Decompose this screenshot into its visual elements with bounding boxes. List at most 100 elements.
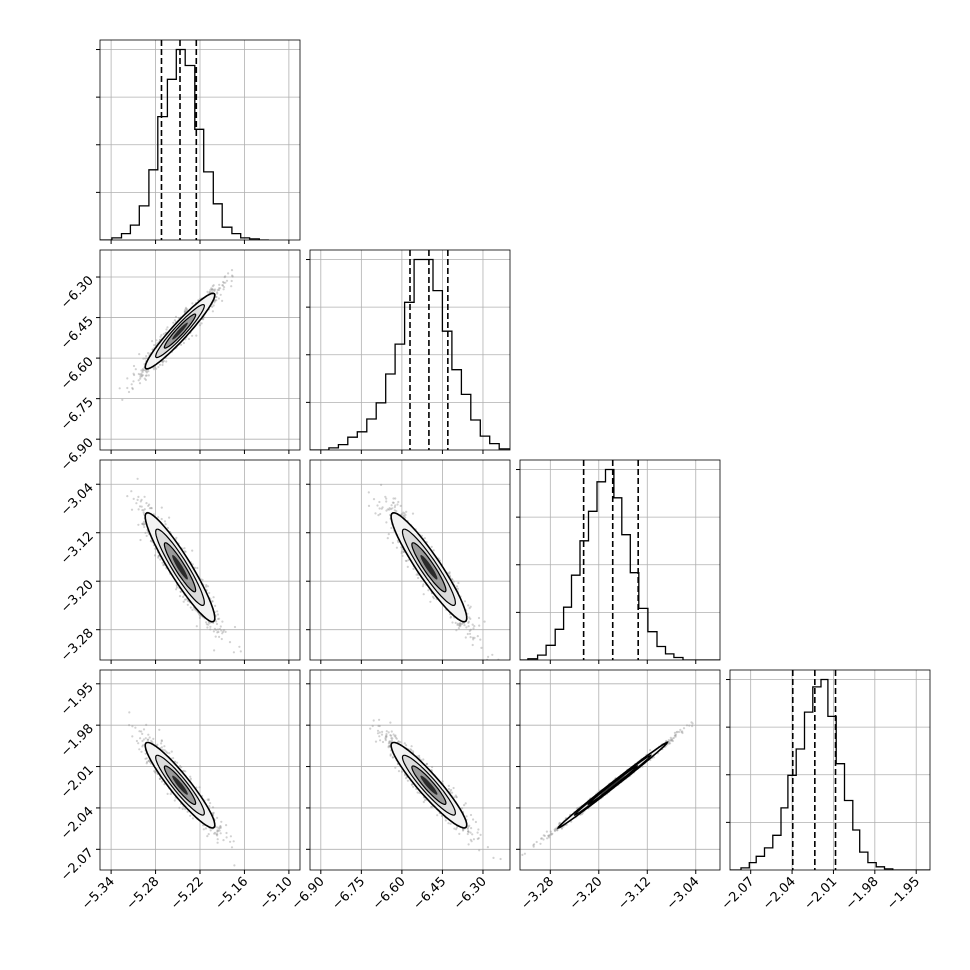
scatter-point xyxy=(165,750,168,753)
scatter-point xyxy=(137,372,140,376)
x-tick-label: −5.34 xyxy=(79,874,118,913)
scatter-point xyxy=(157,516,160,519)
scatter-point xyxy=(146,738,149,742)
histogram-1 xyxy=(310,258,510,450)
scatter-point xyxy=(219,293,222,296)
scatter-point xyxy=(448,572,451,575)
scatter-point xyxy=(469,628,472,631)
scatter-point xyxy=(454,794,457,797)
scatter-point xyxy=(685,724,689,727)
scatter-point xyxy=(479,638,482,641)
scatter-point xyxy=(214,604,217,608)
scatter-point xyxy=(390,526,393,530)
scatter-point xyxy=(148,736,151,739)
scatter-point xyxy=(132,497,135,500)
scatter-point xyxy=(455,795,458,799)
scatter-point xyxy=(549,830,552,833)
y-tick-label: −3.28 xyxy=(58,626,97,665)
scatter-point xyxy=(467,604,470,607)
scatter-point xyxy=(209,628,212,631)
scatter-point xyxy=(158,777,162,781)
scatter-point xyxy=(163,745,166,748)
scatter-point xyxy=(211,806,215,809)
scatter-point xyxy=(216,288,219,292)
scatter-point xyxy=(670,738,674,742)
scatter-point xyxy=(457,581,460,585)
scatter-point xyxy=(218,283,221,286)
scatter-point xyxy=(461,622,464,626)
scatter-point xyxy=(209,829,212,832)
scatter-point xyxy=(182,600,185,603)
scatter-point xyxy=(154,770,157,774)
scatter-point xyxy=(224,630,227,634)
scatter-point xyxy=(221,284,224,287)
scatter-point xyxy=(160,742,163,745)
scatter-point xyxy=(217,829,220,833)
scatter-point xyxy=(220,637,223,641)
scatter-point xyxy=(385,509,388,512)
scatter-point xyxy=(172,321,175,324)
scatter-point xyxy=(191,334,194,337)
scatter-point xyxy=(142,520,146,524)
scatter-point xyxy=(138,505,142,508)
hist-panel-2 xyxy=(516,459,721,661)
scatter-point xyxy=(396,503,399,506)
scatter-point xyxy=(387,745,390,748)
scatter-point xyxy=(553,828,556,831)
scatter-point xyxy=(216,830,219,833)
scatter-point xyxy=(405,744,408,747)
scatter-point xyxy=(487,655,490,659)
scatter-point xyxy=(391,756,394,759)
scatter-point xyxy=(163,783,166,786)
scatter-point xyxy=(388,508,391,511)
scatter-point xyxy=(147,352,150,355)
scatter-point xyxy=(134,726,137,729)
scatter-point xyxy=(185,307,188,311)
hist-panel-0 xyxy=(96,39,301,241)
scatter-point xyxy=(193,566,197,569)
scatter-point xyxy=(691,725,694,728)
scatter-point xyxy=(410,745,413,748)
scatter-point xyxy=(394,504,397,507)
scatter-point xyxy=(391,541,394,545)
hist-panel-3 xyxy=(726,669,931,871)
scatter-point xyxy=(379,512,382,516)
scatter-point xyxy=(142,369,145,372)
scatter-point xyxy=(378,735,381,738)
scatter-point xyxy=(431,595,435,599)
scatter-point xyxy=(669,736,672,740)
contour-level-3 xyxy=(172,555,188,580)
scatter-point xyxy=(480,646,483,650)
scatter-point xyxy=(184,306,188,309)
scatter-point xyxy=(477,837,480,840)
scatter-point xyxy=(230,279,233,283)
scatter-point xyxy=(138,353,141,356)
scatter-point xyxy=(393,735,396,738)
scatter-point xyxy=(233,625,237,629)
scatter-point xyxy=(138,382,142,385)
scatter-point xyxy=(454,621,457,625)
scatter-point xyxy=(142,738,145,741)
scatter-point xyxy=(215,833,218,836)
scatter-point xyxy=(141,522,144,526)
scatter-point xyxy=(198,786,201,789)
scatter-point xyxy=(140,374,143,377)
scatter-point xyxy=(523,852,527,855)
scatter-point xyxy=(139,500,142,503)
scatter-point xyxy=(183,311,186,314)
scatter-point xyxy=(402,514,405,517)
scatter-point xyxy=(173,799,176,802)
scatter-point xyxy=(216,610,219,613)
scatter-point xyxy=(422,583,425,586)
scatter-point xyxy=(215,620,218,623)
scatter-point xyxy=(165,328,168,331)
scatter-point xyxy=(176,761,179,764)
scatter-point xyxy=(465,815,468,818)
scatter-point xyxy=(668,742,671,745)
scatter-point xyxy=(539,842,542,845)
scatter-point xyxy=(558,821,562,825)
scatter-point xyxy=(141,522,144,526)
scatter-point xyxy=(148,507,151,510)
scatter-point xyxy=(207,798,210,801)
